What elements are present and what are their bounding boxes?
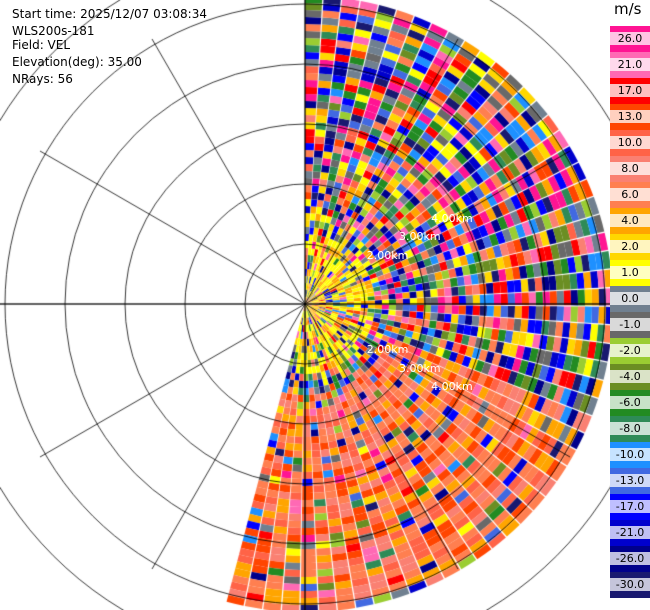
colorbar-tick-label: 21.0 (610, 58, 650, 71)
range-ring-label: 4.00km (431, 380, 473, 394)
instrument-label: WLS200s-181 (12, 24, 95, 38)
colorbar-tick-label: 6.0 (610, 188, 650, 201)
colorbar-tick-label: -10.0 (610, 448, 650, 461)
range-ring-label: 4.00km (431, 211, 473, 225)
range-ring-label: 3.00km (398, 230, 441, 244)
colorbar-tick-label: -30.0 (610, 578, 650, 591)
colorbar-tick-label: 13.0 (610, 110, 650, 123)
colorbar-tick-label: -26.0 (610, 552, 650, 565)
colorbar-tick-label: 26.0 (610, 32, 650, 45)
colorbar-tick-label: -2.0 (610, 344, 650, 357)
colorbar-tick-label: 1.0 (610, 266, 650, 279)
colorbar-tick-label: 4.0 (610, 214, 650, 227)
colorbar-tick-label: 10.0 (610, 136, 650, 149)
range-ring-label: 2.00km (366, 343, 409, 357)
range-ring-label: 3.00km (398, 361, 441, 375)
elevation-label: Elevation(deg): 35.00 (12, 55, 142, 69)
colorbar-tick-label: -4.0 (610, 370, 650, 383)
range-ring-label: 2.00km (366, 248, 409, 262)
colorbar-tick-label: -13.0 (610, 474, 650, 487)
colorbar-tick-label: 8.0 (610, 162, 650, 175)
colorbar-unit-label: m/s (614, 0, 642, 18)
colorbar-tick-label: 17.0 (610, 84, 650, 97)
colorbar-tick-label: -17.0 (610, 500, 650, 513)
start-time-label: Start time: 2025/12/07 03:08:34 (12, 7, 207, 21)
colorbar-tick-label: 2.0 (610, 240, 650, 253)
colorbar-tick-label: 0.0 (610, 292, 650, 305)
nrays-label: NRays: 56 (12, 72, 73, 86)
colorbar-tick-label: -21.0 (610, 526, 650, 539)
colorbar-tick-label: -1.0 (610, 318, 650, 331)
field-label: Field: VEL (12, 38, 71, 52)
colorbar-tick-label: -8.0 (610, 422, 650, 435)
colorbar-tick-label: -6.0 (610, 396, 650, 409)
